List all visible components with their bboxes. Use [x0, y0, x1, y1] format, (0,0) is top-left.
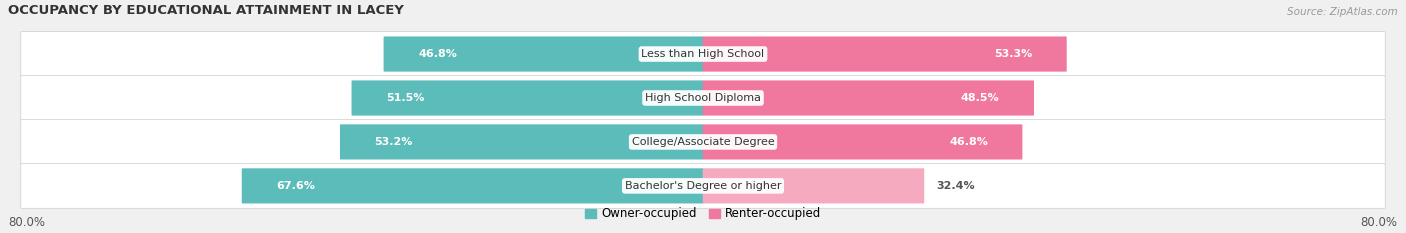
FancyBboxPatch shape — [703, 80, 1033, 116]
FancyBboxPatch shape — [703, 37, 1067, 72]
FancyBboxPatch shape — [384, 37, 703, 72]
Text: 32.4%: 32.4% — [936, 181, 976, 191]
Text: 46.8%: 46.8% — [418, 49, 457, 59]
Text: OCCUPANCY BY EDUCATIONAL ATTAINMENT IN LACEY: OCCUPANCY BY EDUCATIONAL ATTAINMENT IN L… — [8, 4, 405, 17]
FancyBboxPatch shape — [21, 164, 1385, 208]
FancyBboxPatch shape — [703, 168, 924, 203]
FancyBboxPatch shape — [352, 80, 703, 116]
FancyBboxPatch shape — [340, 124, 703, 160]
FancyBboxPatch shape — [21, 32, 1385, 76]
FancyBboxPatch shape — [21, 75, 1385, 120]
FancyBboxPatch shape — [21, 120, 1385, 164]
Text: College/Associate Degree: College/Associate Degree — [631, 137, 775, 147]
FancyBboxPatch shape — [242, 168, 703, 203]
Text: Bachelor's Degree or higher: Bachelor's Degree or higher — [624, 181, 782, 191]
Text: High School Diploma: High School Diploma — [645, 93, 761, 103]
FancyBboxPatch shape — [703, 124, 1022, 160]
Text: 53.3%: 53.3% — [994, 49, 1032, 59]
Text: 80.0%: 80.0% — [8, 216, 45, 229]
Text: Less than High School: Less than High School — [641, 49, 765, 59]
Text: Source: ZipAtlas.com: Source: ZipAtlas.com — [1286, 7, 1398, 17]
Text: 67.6%: 67.6% — [276, 181, 315, 191]
Text: 80.0%: 80.0% — [1361, 216, 1398, 229]
Text: 53.2%: 53.2% — [374, 137, 413, 147]
Text: 46.8%: 46.8% — [949, 137, 988, 147]
Legend: Owner-occupied, Renter-occupied: Owner-occupied, Renter-occupied — [585, 207, 821, 220]
Text: 48.5%: 48.5% — [960, 93, 1000, 103]
Text: 51.5%: 51.5% — [387, 93, 425, 103]
